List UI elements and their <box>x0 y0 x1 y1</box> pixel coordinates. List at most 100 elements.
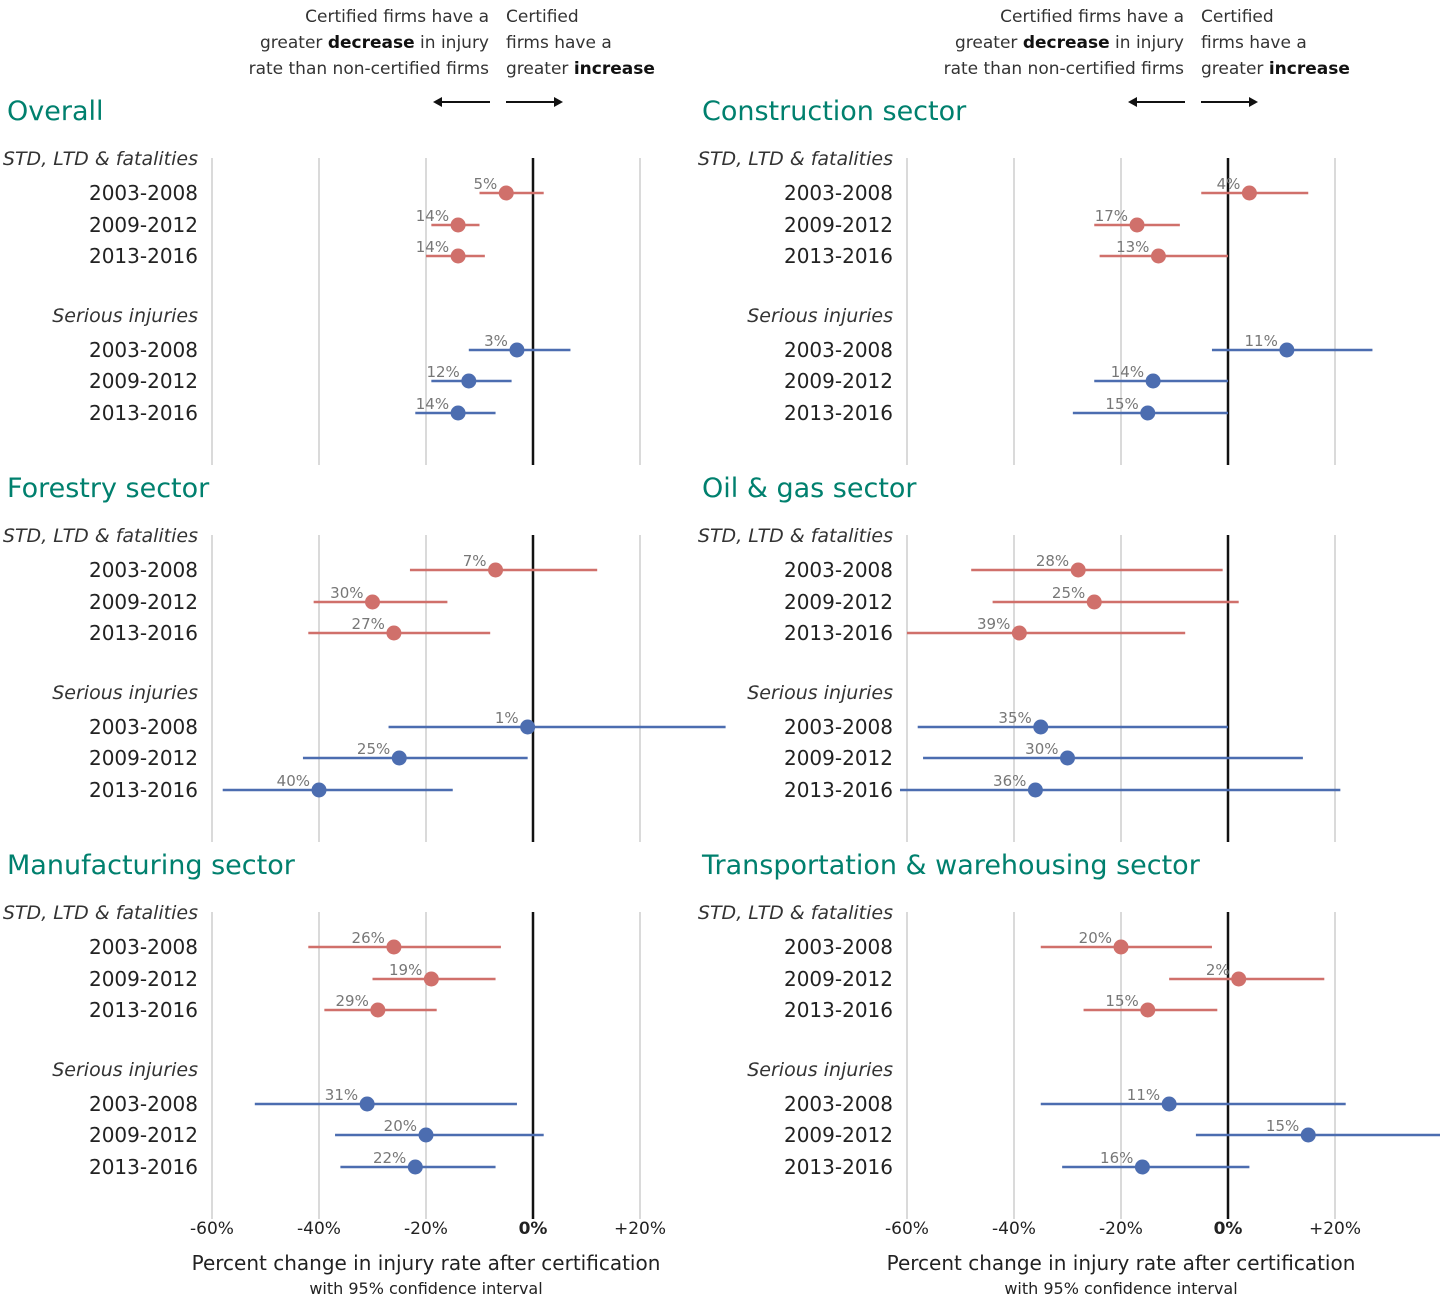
value-label: 30% <box>330 584 363 602</box>
estimate-point <box>1033 719 1049 735</box>
panel-title: Forestry sector <box>7 473 210 504</box>
panel-title: Oil & gas sector <box>702 473 917 504</box>
estimate-point <box>498 185 514 201</box>
value-label: 20% <box>384 1117 417 1135</box>
estimate-point <box>1060 750 1075 766</box>
value-label: 40% <box>277 772 310 790</box>
period-label: 2003-2008 <box>784 338 893 362</box>
period-label: 2009-2012 <box>784 746 893 770</box>
value-label: 30% <box>1025 740 1058 758</box>
decrease-arrow-head <box>433 97 442 107</box>
decrease-note-line2: greater decrease in injury <box>260 33 489 53</box>
group-label-serious: Serious injuries <box>747 682 893 704</box>
estimate-point <box>365 594 380 610</box>
value-label: 2% <box>1206 961 1230 979</box>
estimate-point <box>1140 405 1156 421</box>
group-label-serious: Serious injuries <box>52 682 198 704</box>
increase-note-line2: firms have a <box>506 33 612 53</box>
period-label: 2009-2012 <box>89 746 198 770</box>
value-label: 14% <box>1111 363 1144 381</box>
value-label: 15% <box>1105 992 1138 1010</box>
estimate-point <box>1027 782 1043 798</box>
estimate-point <box>1161 1096 1177 1112</box>
period-label: 2013-2016 <box>89 778 198 802</box>
estimate-point <box>418 1127 434 1143</box>
value-label: 17% <box>1095 207 1128 225</box>
decrease-note-line3: rate than non-certified firms <box>249 59 490 79</box>
group-label-std: STD, LTD & fatalities <box>3 148 198 170</box>
estimate-point <box>1011 625 1027 641</box>
x-axis-title: Percent change in injury rate after cert… <box>887 1251 1356 1275</box>
panel-4: Manufacturing sector STD, LTD & fatalitie… <box>3 850 641 1219</box>
x-axis-1: -60% -40% -20% 0% +20% Percent change in inju… <box>885 1219 1361 1298</box>
estimate-point <box>450 248 466 264</box>
period-label: 2003-2008 <box>89 338 198 362</box>
period-label: 2003-2008 <box>89 935 198 959</box>
period-label: 2013-2016 <box>784 621 893 645</box>
group-label-serious: Serious injuries <box>52 1059 198 1081</box>
period-label: 2003-2008 <box>784 715 893 739</box>
estimate-point <box>509 342 525 358</box>
x-axis-0: -60% -40% -20% 0% +20% Percent change in inju… <box>190 1219 666 1298</box>
period-label: 2003-2008 <box>89 1092 198 1116</box>
period-label: 2013-2016 <box>89 998 198 1022</box>
estimate-point <box>1145 373 1161 389</box>
panel-title: Overall <box>7 96 104 127</box>
value-label: 39% <box>977 615 1010 633</box>
period-label: 2003-2008 <box>784 558 893 582</box>
tick-label: 0% <box>1214 1219 1243 1239</box>
group-label-std: STD, LTD & fatalities <box>698 902 893 924</box>
value-label: 35% <box>998 709 1031 727</box>
panel-3: Oil & gas sector STD, LTD & fatalities Ser… <box>698 473 1341 842</box>
value-label: 7% <box>463 552 487 570</box>
group-label-std: STD, LTD & fatalities <box>3 902 198 924</box>
value-label: 14% <box>416 238 449 256</box>
tick-label: -60% <box>190 1219 234 1239</box>
period-label: 2013-2016 <box>89 244 198 268</box>
value-label: 22% <box>373 1149 406 1167</box>
value-label: 26% <box>352 929 385 947</box>
value-label: 12% <box>426 363 459 381</box>
panel-title: Construction sector <box>702 96 967 127</box>
period-label: 2009-2012 <box>89 590 198 614</box>
group-label-serious: Serious injuries <box>52 305 198 327</box>
x-axis-title: Percent change in injury rate after cert… <box>192 1251 661 1275</box>
period-label: 2003-2008 <box>784 181 893 205</box>
x-axis-subtitle: with 95% confidence interval <box>1004 1279 1237 1298</box>
decrease-note-line1: Certified firms have a <box>1000 7 1184 27</box>
estimate-point <box>370 1002 386 1018</box>
period-label: 2009-2012 <box>89 1123 198 1147</box>
value-label: 27% <box>352 615 385 633</box>
group-label-std: STD, LTD & fatalities <box>698 148 893 170</box>
value-label: 4% <box>1217 175 1241 193</box>
value-label: 15% <box>1266 1117 1299 1135</box>
value-label: 31% <box>325 1086 358 1104</box>
increase-note-line2: firms have a <box>1201 33 1307 53</box>
decrease-note-line2: greater decrease in injury <box>955 33 1184 53</box>
tick-label: 0% <box>519 1219 548 1239</box>
estimate-point <box>520 719 536 735</box>
period-label: 2013-2016 <box>89 1155 198 1179</box>
x-axis-subtitle: with 95% confidence interval <box>309 1279 542 1298</box>
value-label: 3% <box>484 332 508 350</box>
period-label: 2013-2016 <box>784 998 893 1022</box>
panel-1: Construction sector STD, LTD & fatalities… <box>698 96 1373 465</box>
period-label: 2009-2012 <box>89 967 198 991</box>
period-label: 2009-2012 <box>784 1123 893 1147</box>
estimate-point <box>386 625 402 641</box>
tick-label: -40% <box>992 1219 1036 1239</box>
decrease-arrow-head <box>1128 97 1137 107</box>
value-label: 16% <box>1100 1149 1133 1167</box>
estimate-point <box>359 1096 375 1112</box>
value-label: 14% <box>416 395 449 413</box>
estimate-point <box>450 217 466 233</box>
estimate-point <box>1129 217 1145 233</box>
estimate-point <box>423 971 439 987</box>
tick-label: -20% <box>404 1219 448 1239</box>
panel-2: Forestry sector STD, LTD & fatalities Seri… <box>3 473 726 842</box>
panel-0: Overall STD, LTD & fatalities Serious inju… <box>3 96 641 465</box>
increase-arrow-head <box>554 97 563 107</box>
period-label: 2009-2012 <box>784 967 893 991</box>
value-label: 13% <box>1116 238 1149 256</box>
value-label: 19% <box>389 961 422 979</box>
